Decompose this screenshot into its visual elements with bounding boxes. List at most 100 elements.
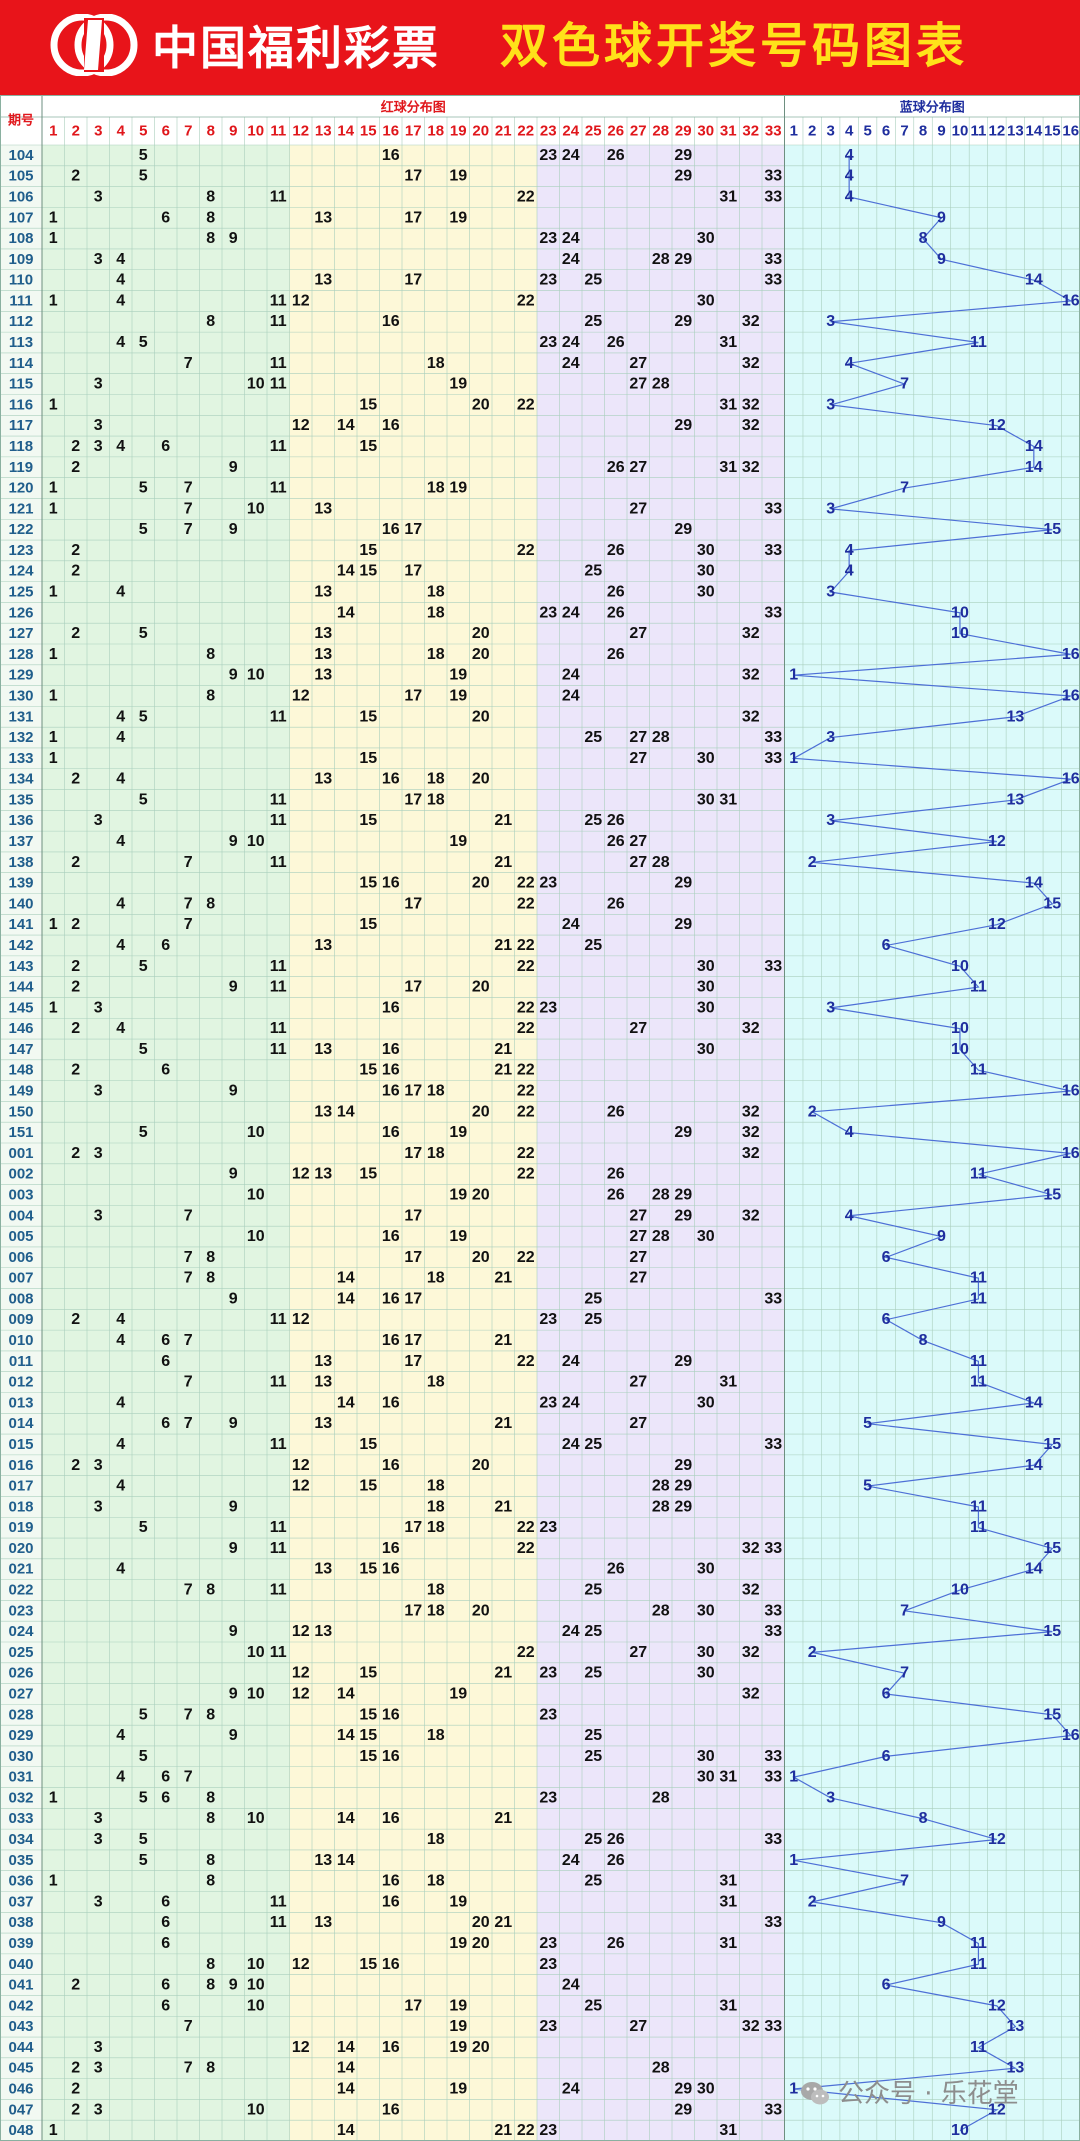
red-ball-number: 2 xyxy=(71,1020,80,1037)
red-ball-number: 21 xyxy=(494,1062,512,1079)
blue-ball-number: 10 xyxy=(951,604,969,621)
red-ball-number: 22 xyxy=(517,1519,535,1536)
red-ball-number: 6 xyxy=(161,1769,170,1786)
blue-number-header: 6 xyxy=(882,123,890,140)
red-number-header: 32 xyxy=(742,123,759,140)
red-ball-number: 27 xyxy=(629,376,647,393)
red-ball-number: 12 xyxy=(292,1311,310,1328)
blue-ball-number: 15 xyxy=(1043,1623,1061,1640)
red-number-header: 24 xyxy=(562,123,579,140)
blue-ball-number: 14 xyxy=(1025,438,1043,455)
red-ball-number: 18 xyxy=(427,1270,445,1287)
red-ball-number: 5 xyxy=(139,791,148,808)
red-ball-number: 18 xyxy=(427,1582,445,1599)
red-ball-number: 33 xyxy=(764,2018,782,2035)
blue-ball-number: 16 xyxy=(1062,1727,1080,1744)
red-ball-number: 33 xyxy=(764,2101,782,2118)
red-ball-number: 28 xyxy=(652,1228,670,1245)
red-ball-number: 8 xyxy=(206,1582,215,1599)
red-ball-number: 10 xyxy=(247,1124,265,1141)
red-ball-number: 5 xyxy=(139,1852,148,1869)
red-ball-number: 10 xyxy=(247,1997,265,2014)
red-ball-number: 6 xyxy=(161,1062,170,1079)
red-ball-number: 16 xyxy=(382,999,400,1016)
red-ball-number: 5 xyxy=(139,168,148,185)
red-ball-number: 23 xyxy=(539,1956,557,1973)
red-ball-number: 21 xyxy=(494,1415,512,1432)
red-ball-number: 11 xyxy=(270,958,287,975)
red-ball-number: 13 xyxy=(314,1353,332,1370)
red-ball-number: 17 xyxy=(404,1249,422,1266)
red-ball-number: 1 xyxy=(49,687,58,704)
red-ball-number: 4 xyxy=(116,438,125,455)
red-ball-number: 25 xyxy=(584,1290,602,1307)
red-ball-number: 18 xyxy=(427,791,445,808)
period-label: 026 xyxy=(8,1665,33,1682)
blue-ball-number: 14 xyxy=(1025,1457,1043,1474)
period-label: 019 xyxy=(8,1519,33,1536)
period-label: 118 xyxy=(9,438,33,455)
red-ball-number: 14 xyxy=(337,2039,355,2056)
red-ball-number: 11 xyxy=(270,376,287,393)
period-label: 113 xyxy=(9,334,33,351)
period-label: 122 xyxy=(8,521,33,538)
red-ball-number: 8 xyxy=(206,1706,215,1723)
red-ball-number: 15 xyxy=(359,812,377,829)
red-ball-number: 11 xyxy=(270,1041,287,1058)
red-ball-number: 8 xyxy=(206,1789,215,1806)
red-ball-number: 13 xyxy=(314,584,332,601)
red-ball-number: 30 xyxy=(697,750,715,767)
red-number-header: 31 xyxy=(720,123,737,140)
blue-ball-number: 9 xyxy=(937,251,946,268)
red-ball-number: 16 xyxy=(382,1748,400,1765)
red-ball-number: 11 xyxy=(270,188,287,205)
blue-trend-line xyxy=(791,155,1073,2132)
red-ball-number: 23 xyxy=(539,999,557,1016)
blue-ball-number: 2 xyxy=(808,1103,817,1120)
red-ball-number: 33 xyxy=(764,1623,782,1640)
blue-ball-number: 11 xyxy=(970,1956,987,1973)
red-ball-number: 33 xyxy=(764,1436,782,1453)
red-ball-number: 2 xyxy=(71,168,80,185)
blue-ball-number: 8 xyxy=(919,1332,928,1349)
red-ball-number: 31 xyxy=(719,1374,737,1391)
red-ball-number: 29 xyxy=(674,1498,692,1515)
red-ball-number: 4 xyxy=(116,272,125,289)
blue-ball-number: 11 xyxy=(970,334,987,351)
period-label: 137 xyxy=(8,833,33,850)
red-ball-number: 20 xyxy=(472,875,490,892)
red-ball-number: 20 xyxy=(472,396,490,413)
period-label: 133 xyxy=(8,750,33,767)
period-label: 042 xyxy=(8,1997,33,2014)
red-ball-number: 3 xyxy=(94,188,103,205)
red-number-header: 4 xyxy=(117,123,126,140)
red-ball-number: 9 xyxy=(229,667,238,684)
blue-ball-number: 1 xyxy=(789,667,798,684)
red-ball-number: 13 xyxy=(314,937,332,954)
red-ball-number: 23 xyxy=(539,875,557,892)
red-ball-number: 9 xyxy=(229,1290,238,1307)
red-ball-number: 12 xyxy=(292,687,310,704)
period-label: 116 xyxy=(9,396,33,413)
red-ball-number: 32 xyxy=(742,1207,760,1224)
red-ball-number: 10 xyxy=(247,2101,265,2118)
blue-ball-number: 7 xyxy=(900,1873,909,1890)
red-ball-number: 15 xyxy=(359,916,377,933)
blue-ball-number: 4 xyxy=(845,188,854,205)
red-ball-number: 21 xyxy=(494,854,512,871)
red-ball-number: 29 xyxy=(674,1207,692,1224)
red-ball-number: 22 xyxy=(517,1062,535,1079)
red-ball-number: 32 xyxy=(742,625,760,642)
red-ball-number: 24 xyxy=(562,147,580,164)
blue-ball-number: 15 xyxy=(1043,1436,1061,1453)
red-number-header: 19 xyxy=(450,123,467,140)
period-label: 131 xyxy=(8,708,33,725)
red-ball-number: 25 xyxy=(584,729,602,746)
period-label: 005 xyxy=(8,1228,33,1245)
red-ball-number: 25 xyxy=(584,812,602,829)
red-ball-number: 32 xyxy=(742,1124,760,1141)
red-ball-number: 17 xyxy=(404,1290,422,1307)
red-ball-number: 11 xyxy=(270,1311,287,1328)
red-ball-number: 4 xyxy=(116,771,125,788)
red-ball-number: 16 xyxy=(382,1083,400,1100)
